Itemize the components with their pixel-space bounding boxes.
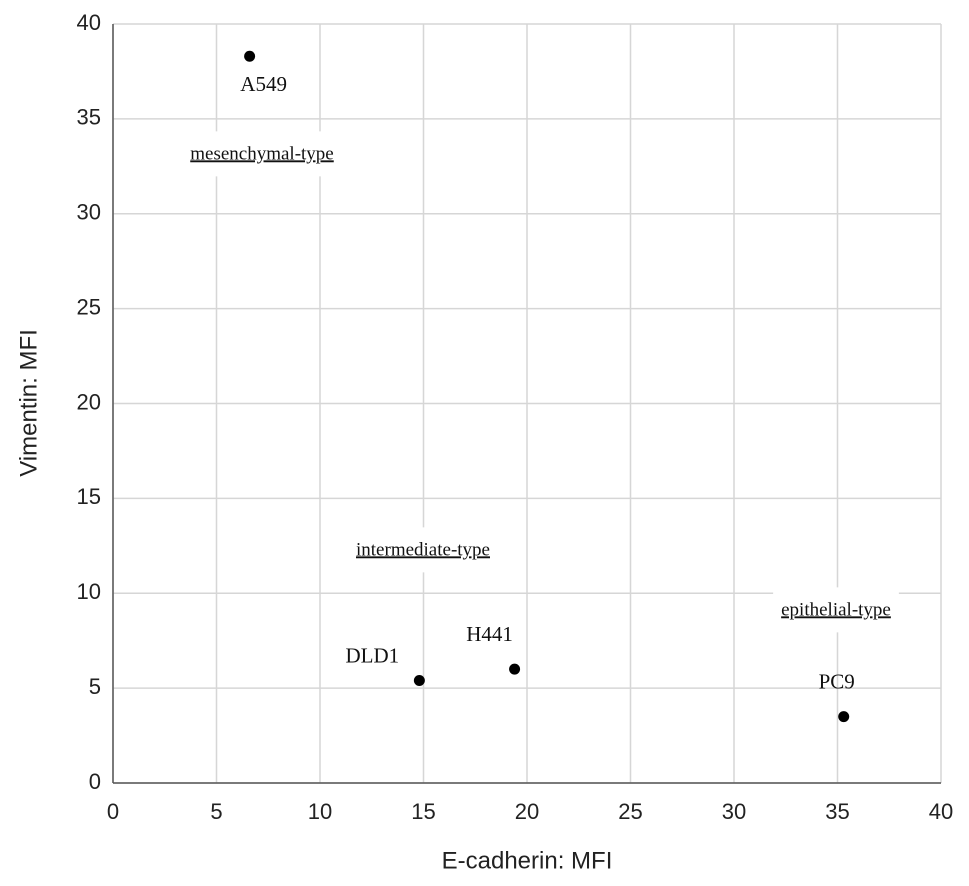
y-axis-title: Vimentin: MFI	[15, 329, 42, 477]
x-tick-label: 15	[411, 799, 435, 824]
x-tick-label: 0	[107, 799, 119, 824]
x-tick-label: 10	[308, 799, 332, 824]
point-label: DLD1	[346, 643, 400, 667]
annotation-background	[348, 527, 498, 573]
y-tick-label: 30	[77, 200, 101, 225]
x-tick-label: 40	[929, 799, 953, 824]
y-tick-label: 25	[77, 294, 101, 319]
x-tick-label: 35	[825, 799, 849, 824]
annotation: mesenchymal-type	[190, 143, 334, 164]
point	[413, 675, 425, 687]
point-label: PC9	[819, 669, 855, 693]
x-tick-label: 5	[210, 799, 222, 824]
y-tick-label: 20	[77, 389, 101, 414]
annotation-background	[773, 587, 899, 633]
x-tick-label: 30	[722, 799, 746, 824]
y-tick-label: 35	[77, 105, 101, 130]
annotation-background	[182, 131, 342, 177]
point	[509, 663, 521, 675]
y-tick-label: 10	[77, 579, 101, 604]
annotation: epithelial-type	[781, 599, 891, 620]
y-tick-label: 15	[77, 484, 101, 509]
point	[244, 50, 256, 62]
point	[838, 711, 850, 723]
annotation: intermediate-type	[356, 539, 490, 560]
point-label: A549	[240, 72, 287, 96]
x-tick-label: 20	[515, 799, 539, 824]
y-tick-label: 0	[89, 769, 101, 794]
x-tick-label: 25	[618, 799, 642, 824]
y-tick-label: 40	[77, 10, 101, 35]
x-axis-title: E-cadherin: MFI	[442, 847, 613, 874]
point-label: H441	[466, 622, 513, 646]
y-tick-label: 5	[89, 674, 101, 699]
